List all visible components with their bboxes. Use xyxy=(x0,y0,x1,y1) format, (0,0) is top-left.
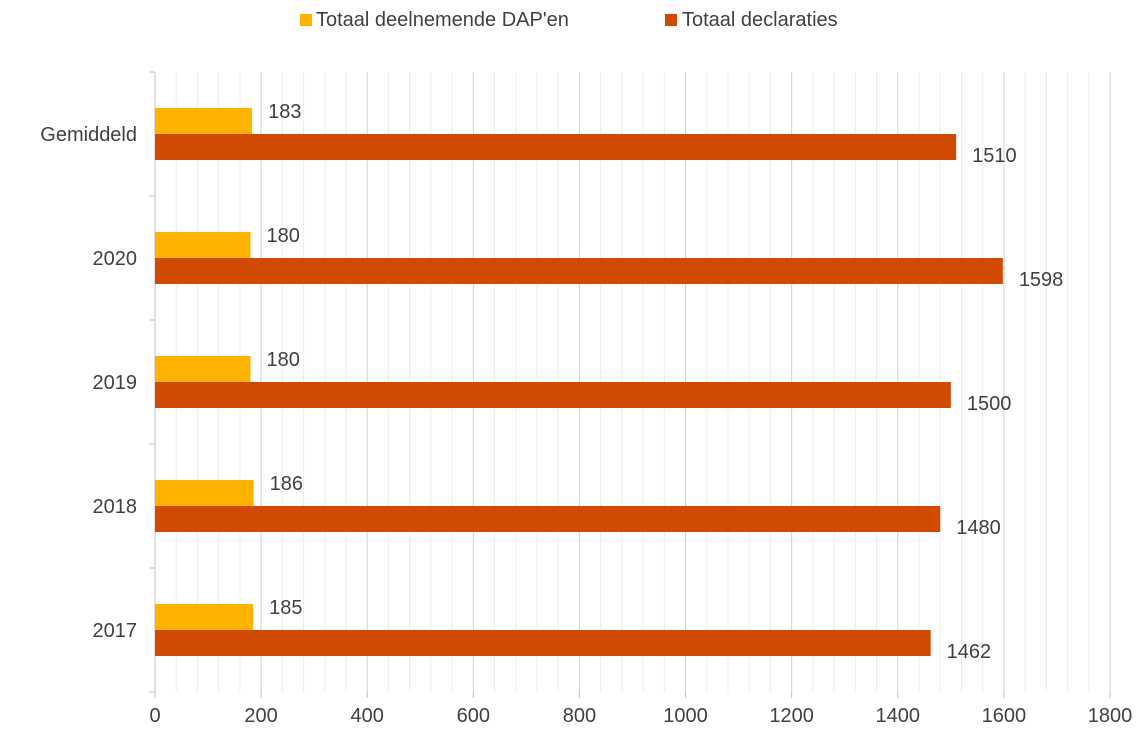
data-label: 186 xyxy=(270,473,303,495)
x-tick-label: 200 xyxy=(244,705,277,727)
bar-dap xyxy=(155,108,253,134)
legend-label: Totaal declaraties xyxy=(682,9,838,31)
x-tick-label: 800 xyxy=(563,705,596,727)
x-tick-label: 0 xyxy=(149,705,160,727)
bar-dap xyxy=(155,480,254,506)
axes: 0 200 400 600 800 1000 1200 1400 1600 1800 Gemidde… xyxy=(40,71,1133,727)
bar-dap xyxy=(155,356,251,382)
y-category-label: Gemiddeld xyxy=(40,124,137,146)
x-tick-label: 600 xyxy=(457,705,490,727)
x-tick-label: 1600 xyxy=(982,705,1027,727)
y-category-label: 2018 xyxy=(93,496,138,518)
data-label: 185 xyxy=(269,597,302,619)
bar-declaraties xyxy=(155,134,957,160)
y-category-label: 2017 xyxy=(93,620,138,642)
data-label: 1462 xyxy=(947,641,992,663)
legend-swatch xyxy=(300,14,312,26)
bar-dap xyxy=(155,232,251,258)
data-label: 183 xyxy=(268,101,301,123)
x-tick-label: 400 xyxy=(351,705,384,727)
legend-swatch xyxy=(665,14,677,26)
data-label: 1500 xyxy=(967,393,1012,415)
bars xyxy=(155,108,1003,656)
bar-declaraties xyxy=(155,506,941,532)
data-label: 180 xyxy=(267,349,300,371)
bar-declaraties xyxy=(155,382,951,408)
data-label: 1598 xyxy=(1019,269,1064,291)
bar-declaraties xyxy=(155,258,1003,284)
bar-declaraties xyxy=(155,630,931,656)
x-tick-label: 1800 xyxy=(1088,705,1133,727)
data-label: 1510 xyxy=(972,145,1017,167)
x-tick-label: 1400 xyxy=(876,705,921,727)
bar-dap xyxy=(155,604,254,630)
y-category-label: 2020 xyxy=(93,248,138,270)
y-category-label: 2019 xyxy=(93,372,138,394)
data-label: 1480 xyxy=(956,517,1001,539)
legend-label: Totaal deelnemende DAP'en xyxy=(316,9,569,31)
x-tick-label: 1000 xyxy=(663,705,708,727)
legend: Totaal deelnemende DAP'en Totaal declarat… xyxy=(300,9,838,31)
x-tick-label: 1200 xyxy=(769,705,814,727)
data-labels: 183 1510 180 1598 180 1500 186 1480 185 1462 xyxy=(267,101,1064,663)
data-label: 180 xyxy=(267,225,300,247)
